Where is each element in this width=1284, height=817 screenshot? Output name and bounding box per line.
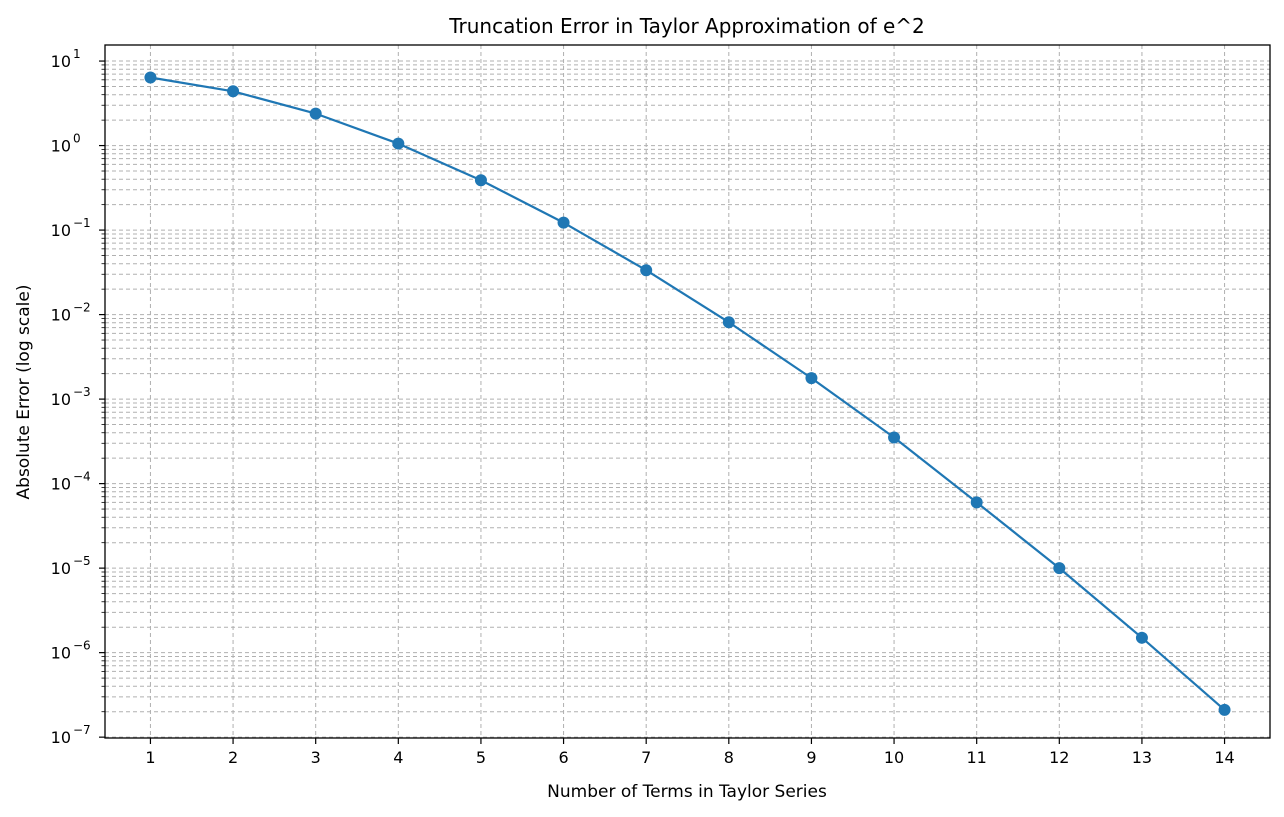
x-axis-label: Number of Terms in Taylor Series bbox=[547, 782, 827, 802]
data-point bbox=[722, 316, 735, 329]
chart-title: Truncation Error in Taylor Approximation… bbox=[448, 14, 925, 38]
data-point bbox=[227, 85, 240, 98]
data-point bbox=[144, 71, 157, 84]
y-axis-label: Absolute Error (log scale) bbox=[14, 285, 34, 500]
data-point bbox=[1218, 703, 1231, 716]
x-tick-label: 2 bbox=[228, 748, 238, 767]
x-tick-label: 10 bbox=[884, 748, 904, 767]
data-point bbox=[970, 496, 983, 509]
x-tick-label: 11 bbox=[967, 748, 987, 767]
y-tick-exponent: −2 bbox=[73, 301, 91, 315]
series-layer bbox=[144, 71, 1231, 716]
y-tick-label: 10 bbox=[51, 644, 71, 663]
grid bbox=[105, 45, 1270, 738]
y-tick-exponent: −4 bbox=[73, 470, 91, 484]
x-tick-label: 9 bbox=[806, 748, 816, 767]
y-tick-exponent: 1 bbox=[73, 47, 81, 61]
y-tick-label: 10 bbox=[51, 221, 71, 240]
x-tick-label: 7 bbox=[641, 748, 651, 767]
plot-frame bbox=[104, 44, 1271, 739]
y-tick-label: 10 bbox=[51, 390, 71, 409]
data-point bbox=[1053, 562, 1066, 575]
y-tick-exponent: −1 bbox=[73, 216, 91, 230]
x-axis-ticks: 1 2 3 4 5 6 7 8 9 10 11 12 13 14 bbox=[145, 738, 1235, 767]
y-tick-label: 10 bbox=[51, 475, 71, 494]
y-tick-exponent: −7 bbox=[73, 723, 91, 737]
data-point bbox=[888, 431, 901, 444]
data-point bbox=[557, 216, 570, 229]
data-point bbox=[640, 264, 653, 277]
x-tick-label: 12 bbox=[1049, 748, 1069, 767]
x-tick-label: 8 bbox=[724, 748, 734, 767]
y-tick-exponent: −6 bbox=[73, 639, 91, 653]
x-tick-label: 6 bbox=[558, 748, 568, 767]
series-line bbox=[150, 76, 1226, 711]
x-tick-label: 4 bbox=[393, 748, 403, 767]
y-tick-label: 10 bbox=[51, 52, 71, 71]
y-tick-exponent: −5 bbox=[73, 554, 91, 568]
data-point bbox=[309, 107, 322, 120]
y-tick-exponent: −3 bbox=[73, 385, 91, 399]
x-tick-label: 3 bbox=[311, 748, 321, 767]
y-tick-label: 10 bbox=[51, 728, 71, 747]
x-tick-label: 5 bbox=[476, 748, 486, 767]
data-point bbox=[1135, 631, 1148, 644]
x-tick-label: 14 bbox=[1214, 748, 1234, 767]
data-point bbox=[474, 174, 487, 187]
y-tick-exponent: 0 bbox=[73, 132, 81, 146]
y-tick-label: 10 bbox=[51, 137, 71, 156]
y-tick-label: 10 bbox=[51, 559, 71, 578]
x-tick-label: 1 bbox=[145, 748, 155, 767]
data-point bbox=[805, 372, 818, 385]
x-tick-label: 13 bbox=[1132, 748, 1152, 767]
data-point bbox=[392, 137, 405, 150]
y-tick-label: 10 bbox=[51, 306, 71, 325]
